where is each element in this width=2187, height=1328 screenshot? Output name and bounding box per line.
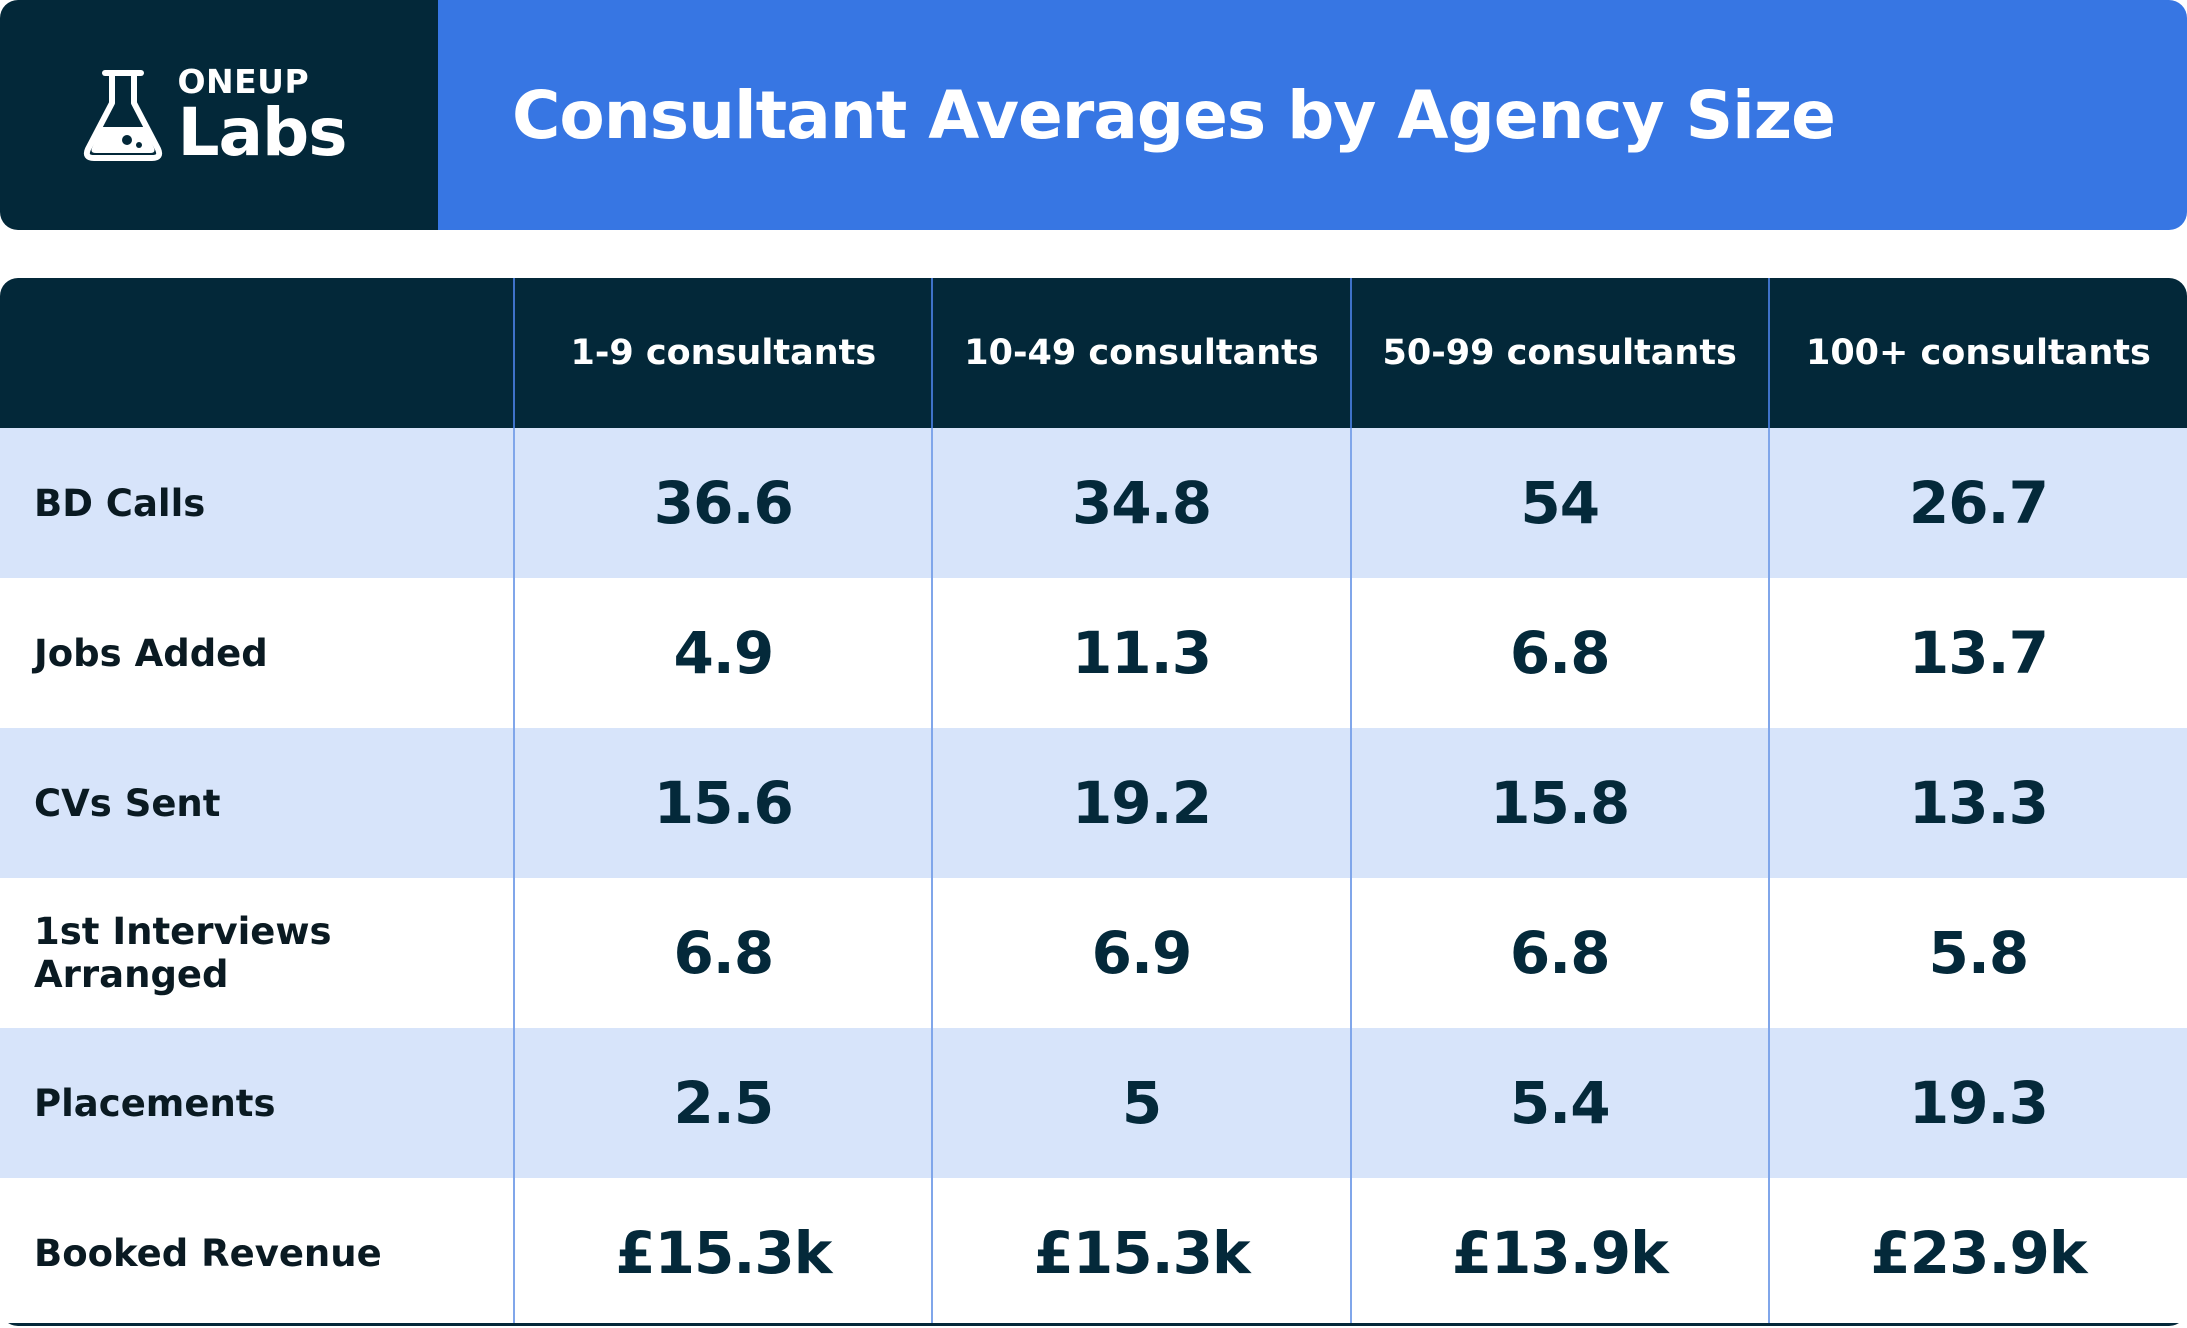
data-cell: 15.6 [513, 728, 933, 878]
data-cell: 34.8 [931, 428, 1351, 578]
title-bar: Consultant Averages by Agency Size [438, 0, 2187, 230]
row-label: 1st Interviews Arranged [34, 910, 332, 996]
data-cell: 4.9 [513, 578, 933, 728]
data-cell: 5.4 [1349, 1028, 1769, 1178]
data-table-container: 1-9 consultants 10-49 consultants 50-99 … [0, 278, 2187, 1326]
data-cell: 54 [1349, 428, 1769, 578]
data-cell: 13.3 [1767, 728, 2187, 878]
table-header-row: 1-9 consultants 10-49 consultants 50-99 … [0, 278, 2187, 428]
table-row: BD Calls 36.6 34.8 54 26.7 [0, 428, 2187, 578]
data-cell: £13.9k [1349, 1178, 1769, 1326]
brand-block: ONEUP Labs [0, 0, 438, 230]
data-cell: £23.9k [1767, 1178, 2187, 1326]
data-cell: 36.6 [513, 428, 933, 578]
brand-bottom-text: Labs [177, 93, 347, 171]
column-header: 1-9 consultants [513, 278, 933, 428]
row-label: Booked Revenue [34, 1231, 382, 1275]
table-row: CVs Sent 15.6 19.2 15.8 13.3 [0, 728, 2187, 878]
data-cell: 19.2 [931, 728, 1351, 878]
data-cell: 26.7 [1767, 428, 2187, 578]
column-header: 10-49 consultants [931, 278, 1351, 428]
flask-icon [84, 70, 163, 161]
data-cell: 6.9 [931, 878, 1351, 1028]
brand-top-text: ONEUP [177, 61, 310, 101]
column-header: 50-99 consultants [1349, 278, 1769, 428]
brand-wordmark: ONEUP Labs [177, 61, 347, 171]
header-corner-cell [0, 278, 514, 428]
table-row: Placements 2.5 5 5.4 19.3 [0, 1028, 2187, 1178]
data-cell: 19.3 [1767, 1028, 2187, 1178]
table-bottom-border [0, 1323, 2187, 1326]
data-cell: 11.3 [931, 578, 1351, 728]
row-label: CVs Sent [34, 781, 221, 825]
logo: ONEUP Labs [81, 61, 348, 171]
data-cell: 15.8 [1349, 728, 1769, 878]
data-cell: 13.7 [1767, 578, 2187, 728]
row-label: BD Calls [34, 481, 206, 525]
data-cell: £15.3k [931, 1178, 1351, 1326]
data-cell: 6.8 [1349, 878, 1769, 1028]
row-label: Jobs Added [34, 631, 268, 675]
table-row: Booked Revenue £15.3k £15.3k £13.9k £23.… [0, 1178, 2187, 1326]
data-cell: 5 [931, 1028, 1351, 1178]
page-title: Consultant Averages by Agency Size [512, 76, 1836, 154]
data-table: 1-9 consultants 10-49 consultants 50-99 … [0, 278, 2187, 1326]
table-row: 1st Interviews Arranged 6.8 6.9 6.8 5.8 [0, 878, 2187, 1028]
data-cell: 2.5 [513, 1028, 933, 1178]
data-cell: 6.8 [1349, 578, 1769, 728]
column-header: 100+ consultants [1767, 278, 2187, 428]
data-cell: £15.3k [513, 1178, 933, 1326]
data-cell: 6.8 [513, 878, 933, 1028]
header: ONEUP Labs Consultant Averages by Agency… [0, 0, 2187, 230]
data-cell: 5.8 [1767, 878, 2187, 1028]
row-label: Placements [34, 1081, 276, 1125]
table-row: Jobs Added 4.9 11.3 6.8 13.7 [0, 578, 2187, 728]
